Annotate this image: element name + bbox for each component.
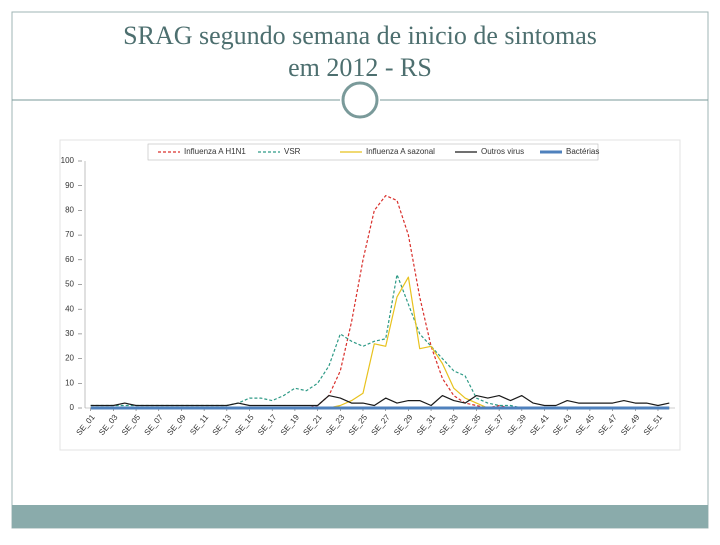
series-line [90, 195, 670, 409]
y-tick-label: 0 [70, 403, 75, 412]
x-tick-label: SE_25 [347, 412, 370, 437]
title-line: SRAG segundo semana de inicio de sintoma… [123, 21, 597, 50]
x-tick-label: SE_11 [188, 412, 210, 436]
y-tick-label: 80 [65, 206, 74, 215]
x-tick-label: SE_49 [619, 412, 642, 437]
x-tick-label: SE_47 [596, 412, 619, 437]
legend-label: Bactérias [566, 147, 599, 156]
legend-label: Influenza A sazonal [366, 147, 435, 156]
x-tick-label: SE_41 [528, 412, 551, 437]
x-tick-label: SE_05 [120, 412, 143, 437]
series-line [90, 276, 670, 409]
x-tick-label: SE_29 [392, 412, 415, 437]
footer-bar [12, 505, 708, 528]
x-tick-label: SE_43 [551, 412, 574, 437]
y-tick-label: 30 [65, 329, 74, 338]
legend-label: Influenza A H1N1 [184, 147, 246, 156]
chart-frame [59, 139, 681, 451]
y-tick-label: 70 [65, 230, 74, 239]
y-tick-label: 50 [65, 280, 74, 289]
x-tick-label: SE_03 [97, 412, 120, 437]
x-tick-label: SE_19 [279, 412, 302, 437]
x-tick-label: SE_01 [74, 412, 97, 437]
x-tick-label: SE_15 [233, 412, 256, 437]
x-tick-label: SE_37 [483, 412, 506, 437]
x-tick-label: SE_35 [460, 412, 483, 437]
x-tick-label: SE_31 [415, 412, 438, 437]
title-line: em 2012 - RS [288, 53, 432, 82]
legend-label: Outros virus [481, 147, 524, 156]
x-tick-label: SE_09 [165, 412, 188, 437]
y-tick-label: 10 [65, 378, 74, 387]
x-tick-label: SE_45 [574, 412, 597, 437]
x-tick-label: SE_17 [256, 412, 279, 437]
legend [147, 143, 599, 161]
legend-label: VSR [284, 147, 301, 156]
divider-circle [341, 81, 379, 119]
y-tick-label: 100 [61, 156, 75, 165]
x-tick-label: SE_23 [324, 412, 347, 437]
series-line [90, 395, 670, 407]
y-tick-label: 40 [65, 304, 74, 313]
y-tick-label: 90 [65, 181, 74, 190]
x-tick-label: SE_51 [642, 412, 665, 437]
x-tick-label: SE_13 [211, 412, 234, 437]
x-tick-label: SE_07 [143, 412, 166, 437]
x-tick-label: SE_21 [301, 412, 324, 437]
x-tick-label: SE_39 [506, 412, 529, 437]
y-tick-label: 20 [65, 354, 74, 363]
y-tick-label: 60 [65, 255, 74, 264]
x-tick-label: SE_33 [438, 412, 461, 437]
series-line [90, 274, 670, 409]
x-tick-label: SE_27 [369, 412, 392, 437]
